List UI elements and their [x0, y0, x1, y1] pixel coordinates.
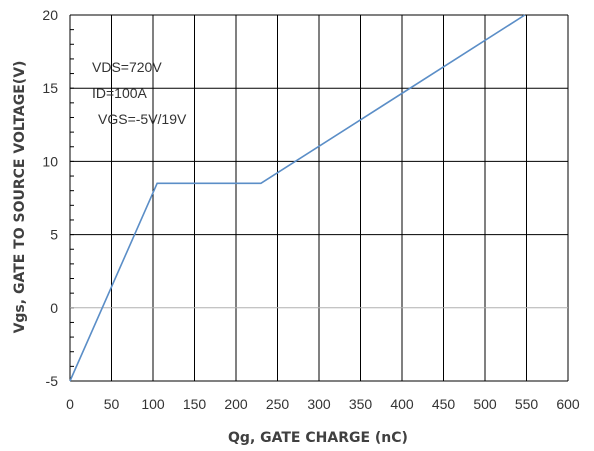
annotation-text: VGS=-5V/19V [98, 111, 187, 127]
y-tick-label: 20 [42, 7, 58, 23]
x-tick-label: 250 [266, 396, 290, 412]
x-tick-label: 100 [141, 396, 165, 412]
x-tick-label: 0 [66, 396, 74, 412]
x-tick-label: 50 [104, 396, 120, 412]
x-tick-label: 200 [224, 396, 248, 412]
x-tick-label: 350 [349, 396, 373, 412]
y-axis-label: Vgs, GATE TO SOURCE VOLTAGE(V) [12, 61, 28, 334]
annotation-text: VDS=720V [92, 59, 162, 75]
y-tick-label: 10 [42, 153, 58, 169]
x-tick-label: 450 [432, 396, 456, 412]
y-tick-label: -5 [46, 373, 59, 389]
annotation-group: VDS=720V ID=100A VGS=-5V/19V [92, 59, 187, 127]
x-axis-label: Qg, GATE CHARGE (nC) [228, 430, 408, 446]
x-tick-label: 300 [307, 396, 331, 412]
series-group [69, 14, 526, 382]
x-tick-label: 600 [556, 396, 580, 412]
y-tick-label: 5 [50, 227, 58, 243]
y-tick-labels: -5 0 5 10 15 20 [42, 7, 58, 389]
annotation-text: ID=100A [92, 85, 148, 101]
x-tick-label: 150 [183, 396, 207, 412]
series-line [69, 14, 526, 382]
x-tick-label: 550 [515, 396, 539, 412]
x-tick-label: 500 [473, 396, 497, 412]
y-tick-label: 15 [42, 80, 58, 96]
x-tick-labels: 0 50 100 150 200 250 300 350 400 450 500 550 600 [66, 396, 580, 412]
grid [69, 14, 569, 382]
x-tick-label: 400 [390, 396, 414, 412]
y-tick-label: 0 [50, 300, 58, 316]
